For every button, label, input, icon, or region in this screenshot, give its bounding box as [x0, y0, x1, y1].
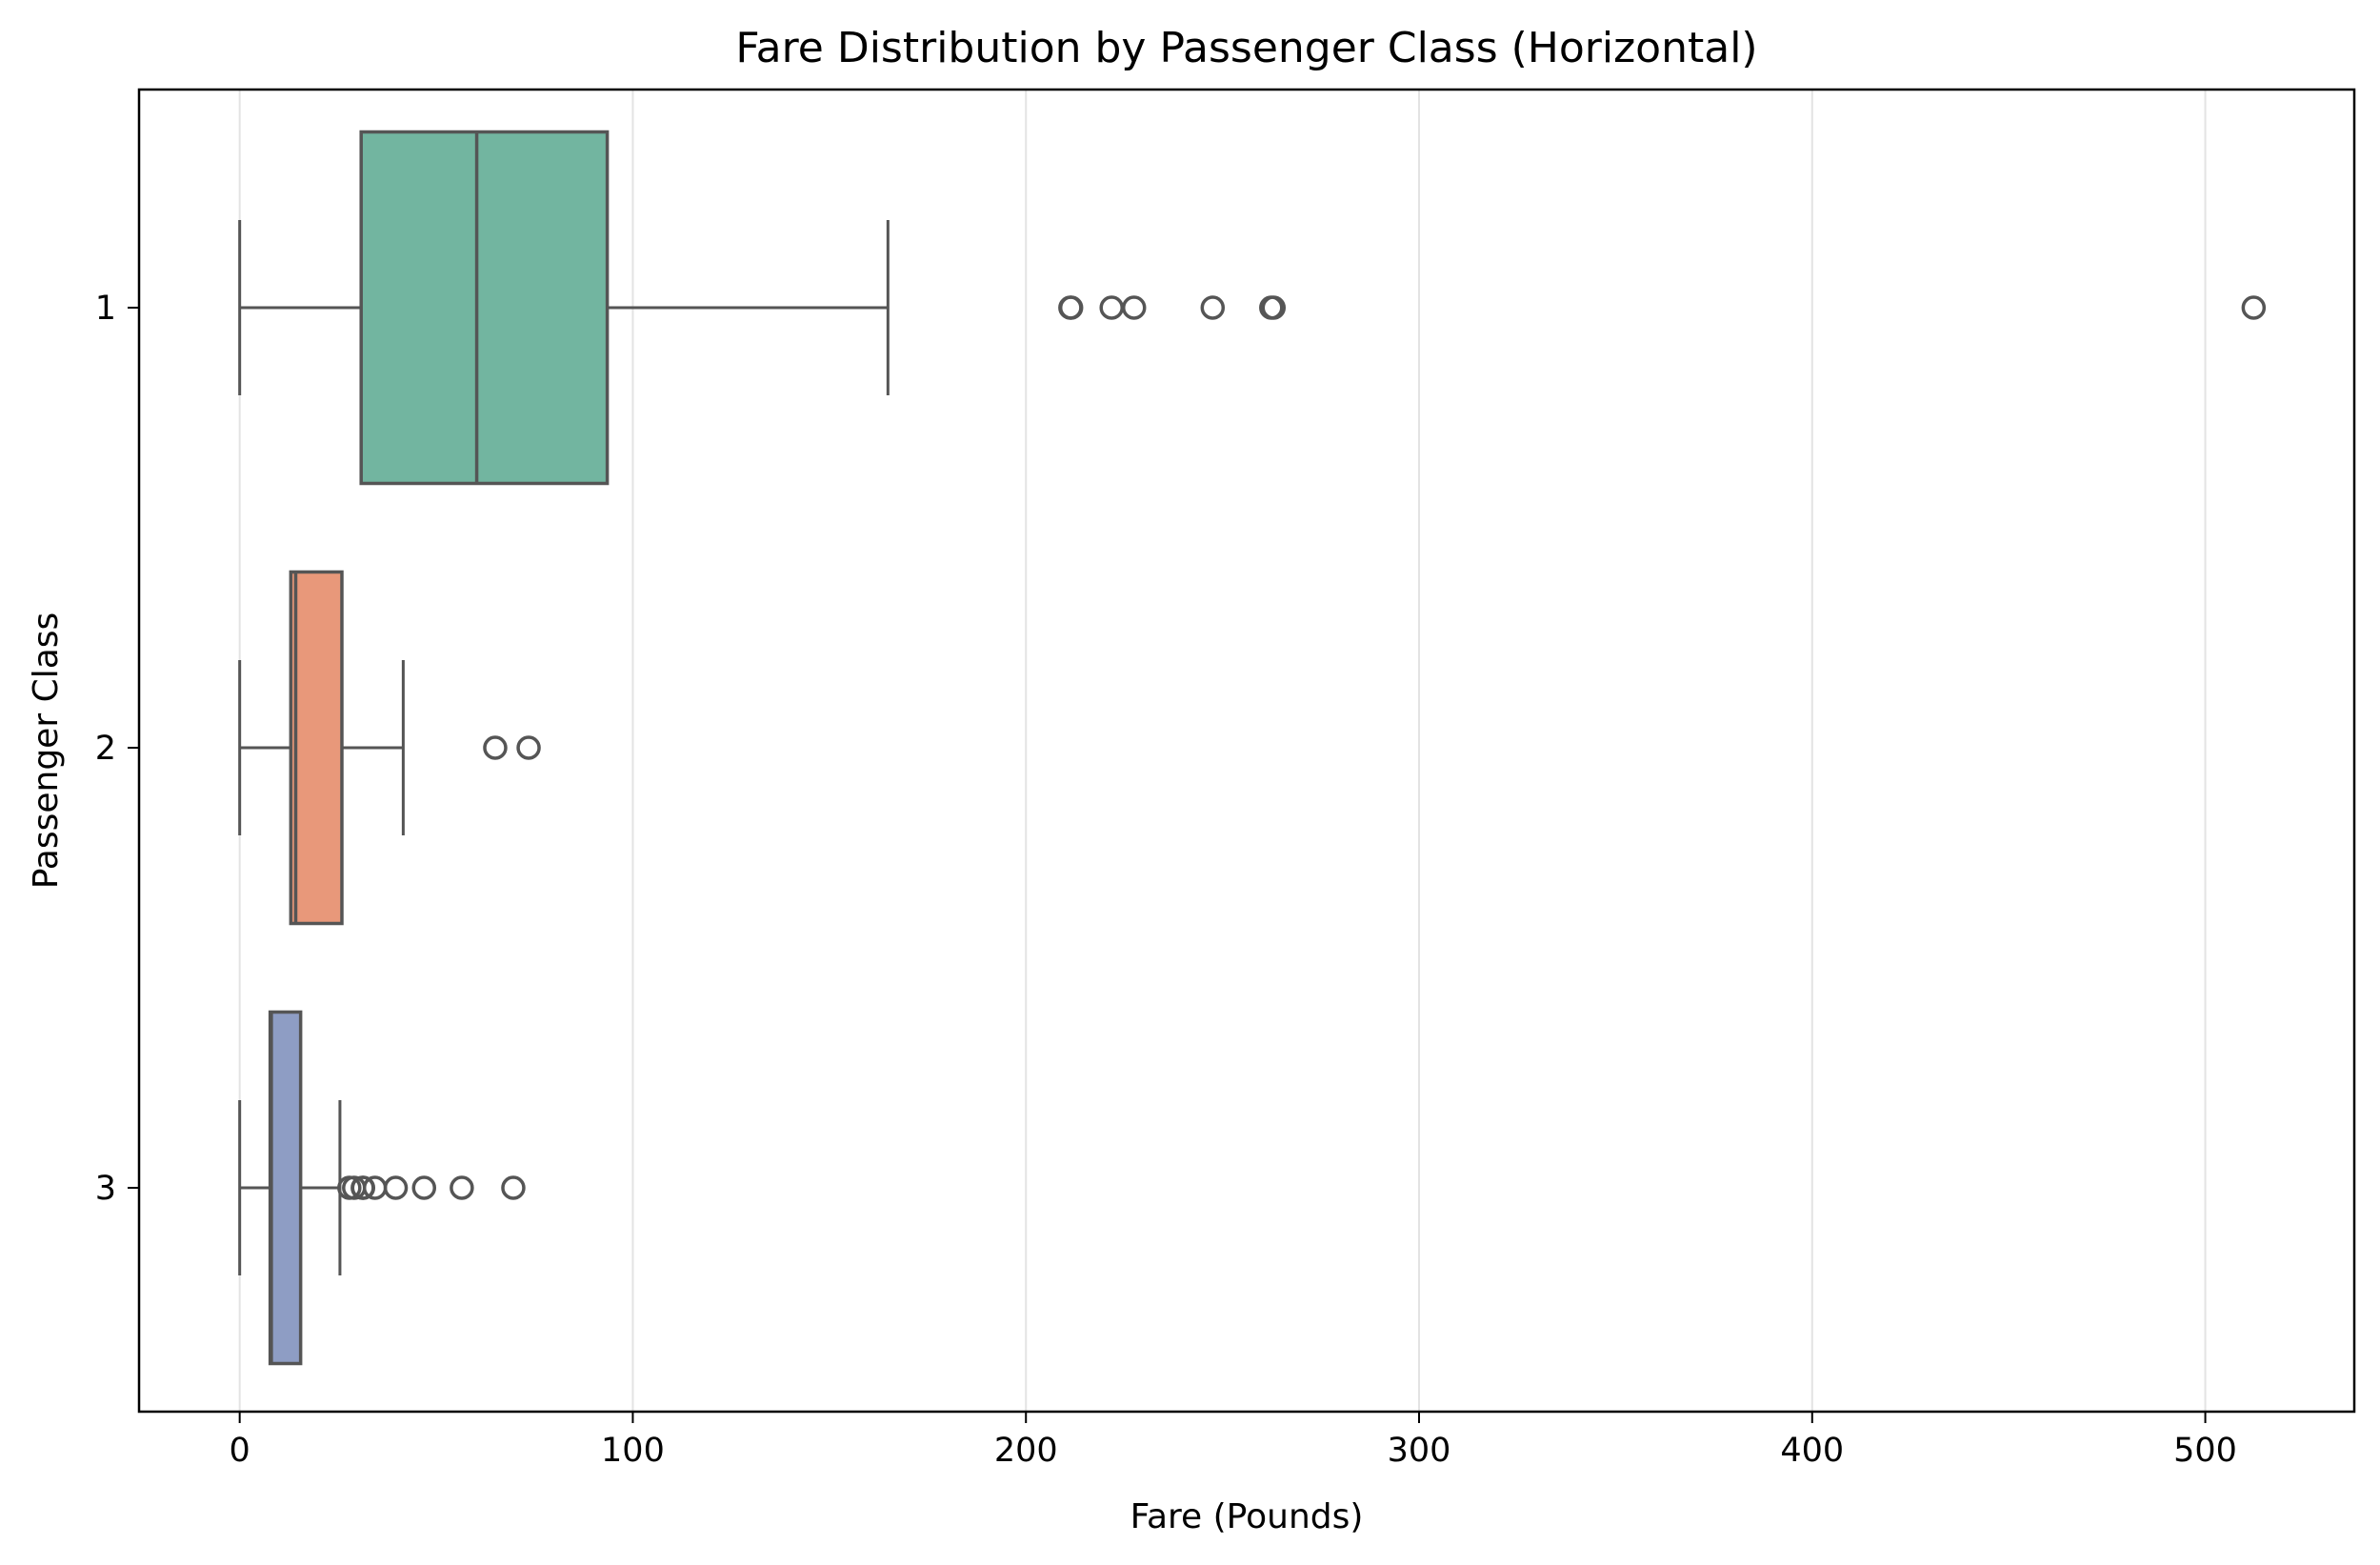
- iqr-box: [268, 1010, 303, 1366]
- box-layer: [238, 130, 2267, 1366]
- outlier-point: [2241, 295, 2267, 320]
- y-tick-label-1: 1: [95, 290, 116, 328]
- outlier-point: [383, 1175, 409, 1200]
- x-axis-label: Fare (Pounds): [1130, 1497, 1364, 1536]
- outlier-point: [516, 735, 541, 760]
- outlier-point: [483, 735, 508, 760]
- x-tick-label: 300: [1388, 1432, 1451, 1470]
- outlier-point: [1261, 295, 1287, 320]
- x-tick-label: 100: [601, 1432, 665, 1470]
- outlier-point: [411, 1175, 437, 1200]
- outlier-point: [1058, 295, 1084, 320]
- outlier-point: [1200, 295, 1226, 320]
- x-tick-label: 400: [1780, 1432, 1844, 1470]
- iqr-box: [289, 570, 344, 926]
- y-tick-label-3: 3: [95, 1170, 116, 1208]
- x-tick-label: 500: [2173, 1432, 2237, 1470]
- axis-ticks: 0 100 200 300 400 500 1 2 3: [95, 290, 2237, 1470]
- plot-frame: [137, 88, 2356, 1414]
- outlier-point: [350, 1175, 376, 1200]
- box-class-1: [238, 130, 2267, 486]
- box-class-2: [238, 570, 541, 926]
- chart-title: Fare Distribution by Passenger Class (Ho…: [735, 24, 1757, 72]
- outlier-point: [1121, 295, 1147, 320]
- x-tick-label: 0: [230, 1432, 250, 1470]
- x-tick-label: 200: [994, 1432, 1058, 1470]
- y-axis-label: Passenger Class: [27, 612, 66, 890]
- box-class-3: [238, 1010, 526, 1366]
- outlier-point: [501, 1175, 526, 1200]
- outlier-point: [450, 1175, 474, 1200]
- y-tick-label-2: 2: [95, 730, 116, 768]
- iqr-box: [359, 130, 610, 486]
